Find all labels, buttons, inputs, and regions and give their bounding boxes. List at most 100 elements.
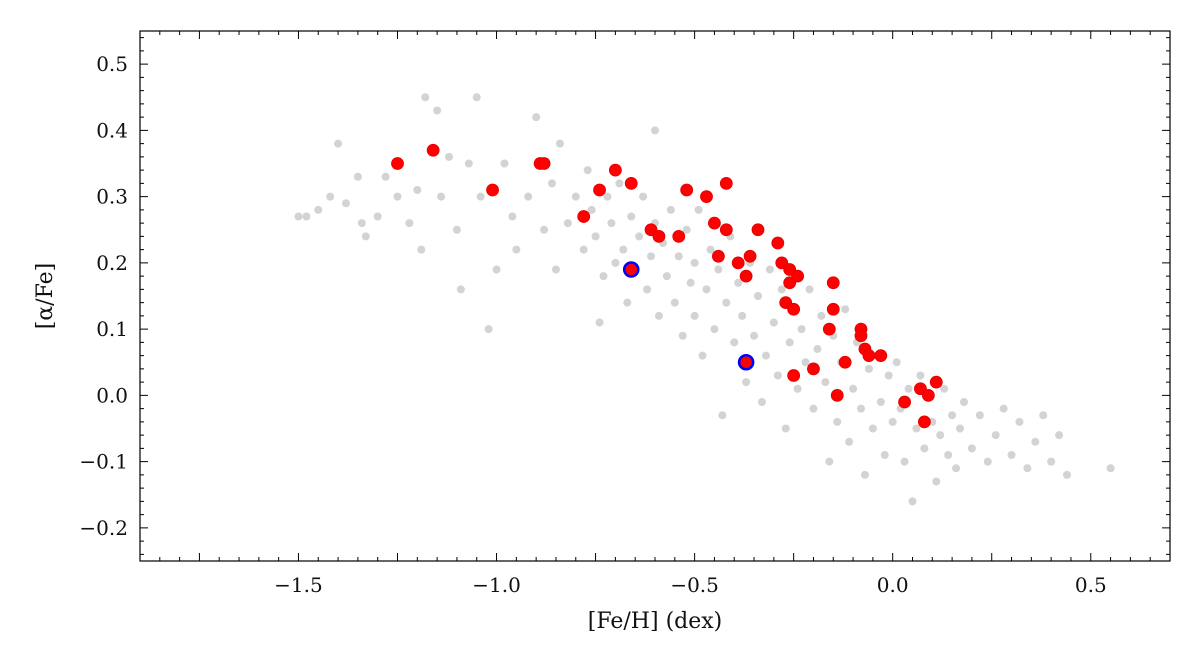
gray-point (437, 192, 446, 201)
gray-point (1055, 431, 1064, 440)
red-point (791, 269, 805, 283)
gray-point (722, 298, 731, 307)
gray-point (1039, 411, 1048, 420)
gray-point (908, 497, 917, 506)
gray-point (904, 384, 913, 393)
gray-point (607, 219, 616, 228)
red-point (822, 322, 836, 336)
gray-point (1007, 451, 1016, 459)
gray-point (797, 325, 806, 334)
y-axis-label: [α/Fe] (33, 263, 58, 330)
gray-point (841, 305, 850, 314)
gray-point (876, 398, 885, 406)
red-point (826, 276, 840, 290)
red-point (426, 143, 440, 157)
gray-point (932, 477, 941, 486)
gray-point (773, 371, 782, 380)
y-tick-label: 0.2 (96, 251, 128, 275)
gray-point (754, 292, 762, 300)
gray-point (742, 378, 751, 387)
red-point (624, 176, 638, 190)
gray-point (845, 437, 854, 446)
gray-point (940, 384, 949, 393)
gray-point (635, 232, 644, 241)
red-point (719, 223, 733, 237)
red-point (391, 157, 404, 170)
gray-point (912, 424, 921, 433)
gray-point (1031, 437, 1040, 446)
gray-point (757, 398, 766, 406)
gray-point (678, 331, 687, 340)
gray-point (698, 351, 707, 360)
gray-point (952, 464, 961, 473)
gray-point (920, 444, 929, 453)
gray-point (551, 265, 560, 274)
gray-point (393, 192, 402, 201)
gray-point (1015, 417, 1024, 426)
gray-point (880, 451, 889, 459)
red-point (672, 229, 686, 243)
red-point (708, 216, 721, 230)
y-tick-label: 0.4 (96, 118, 128, 142)
red-point (743, 249, 757, 263)
gray-point (599, 272, 608, 281)
x-tick-label: −1.0 (472, 573, 521, 597)
gray-point (670, 298, 679, 307)
red-point (838, 355, 852, 369)
gray-point (825, 457, 834, 466)
red-point (787, 302, 801, 316)
red-point (680, 183, 694, 197)
gray-point (639, 192, 648, 201)
gray-point (587, 205, 596, 214)
gray-point (555, 139, 564, 148)
gray-point (817, 311, 826, 320)
gray-point (500, 159, 509, 168)
gray-point (353, 172, 362, 181)
gray-point (884, 371, 893, 380)
gray-point (833, 417, 842, 426)
red-point (711, 249, 725, 263)
y-tick-label: −0.1 (79, 450, 128, 474)
gray-point (960, 398, 968, 406)
gray-point (595, 318, 604, 327)
gray-point (579, 245, 588, 254)
gray-point (694, 205, 703, 214)
red-point (577, 210, 591, 223)
gray-point (373, 212, 382, 221)
x-axis-label: [Fe/H] (dex) (588, 609, 723, 634)
gray-point (417, 245, 426, 254)
gray-point (603, 192, 612, 201)
gray-point (532, 113, 541, 122)
gray-point (583, 166, 592, 175)
gray-point (860, 470, 869, 479)
gray-point (476, 192, 485, 201)
red-point (731, 256, 745, 270)
gray-point (900, 457, 909, 466)
red-point (929, 375, 943, 389)
gray-point (738, 311, 747, 320)
gray-point (361, 232, 370, 241)
gray-point (464, 159, 473, 168)
gray-point (294, 212, 303, 221)
gray-point (706, 245, 715, 254)
gray-point (718, 411, 727, 420)
red-point (807, 362, 820, 376)
gray-point (456, 285, 465, 294)
gray-point (643, 285, 652, 294)
gray-point (433, 106, 442, 115)
red-point (593, 183, 606, 197)
gray-point (821, 378, 830, 387)
gray-point (508, 212, 517, 221)
highlighted-point (622, 261, 640, 278)
red-point (898, 395, 911, 409)
gray-point (956, 424, 965, 433)
gray-point (686, 278, 695, 287)
gray-point (769, 318, 778, 327)
red-point (719, 176, 733, 190)
gray-point (342, 199, 350, 208)
gray-point (548, 179, 556, 188)
plot-frame (139, 30, 1171, 562)
gray-point (651, 126, 659, 135)
y-tick-label: 0.3 (96, 185, 128, 209)
